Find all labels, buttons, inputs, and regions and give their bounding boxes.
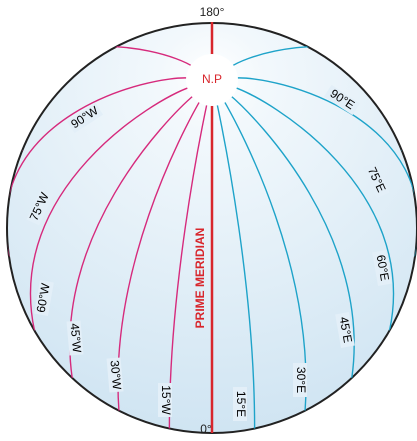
label-background: [362, 161, 390, 199]
meridian-label: 45°E: [337, 316, 355, 344]
label-background: [293, 363, 307, 397]
meridian-labels: 15°W30°W45°W60°W75°W90°W15°E30°E45°E60°E…: [27, 86, 392, 417]
label-background: [323, 84, 361, 116]
top-label: 180°: [200, 5, 225, 19]
label-background: [66, 320, 84, 356]
meridian-label: 30°W: [108, 360, 125, 391]
meridian: [228, 93, 355, 379]
label-background: [233, 387, 247, 421]
meridian: [168, 101, 209, 429]
bottom-label: 0°: [200, 422, 212, 436]
label-background: [335, 312, 355, 348]
meridian-label: 15°W: [159, 385, 173, 415]
pole-label: N.P: [202, 72, 222, 86]
meridian-label: 45°W: [68, 323, 85, 354]
meridian-label: 60°W: [34, 281, 53, 313]
meridian: [29, 86, 192, 331]
prime-meridian-label: PRIME MERIDIAN: [193, 228, 207, 329]
label-background: [158, 383, 172, 417]
meridian: [215, 101, 256, 429]
meridian: [117, 98, 202, 411]
label-background: [106, 357, 124, 393]
pole-area: [186, 54, 238, 106]
meridian-label: 60°E: [374, 254, 392, 282]
meridian: [232, 86, 395, 331]
label-background: [372, 250, 392, 286]
label-background: [26, 188, 54, 226]
meridian: [222, 98, 307, 411]
label-background: [66, 102, 104, 134]
meridian-label: 30°E: [294, 367, 308, 393]
label-background: [34, 280, 54, 316]
meridian-label: 15°E: [234, 391, 248, 417]
